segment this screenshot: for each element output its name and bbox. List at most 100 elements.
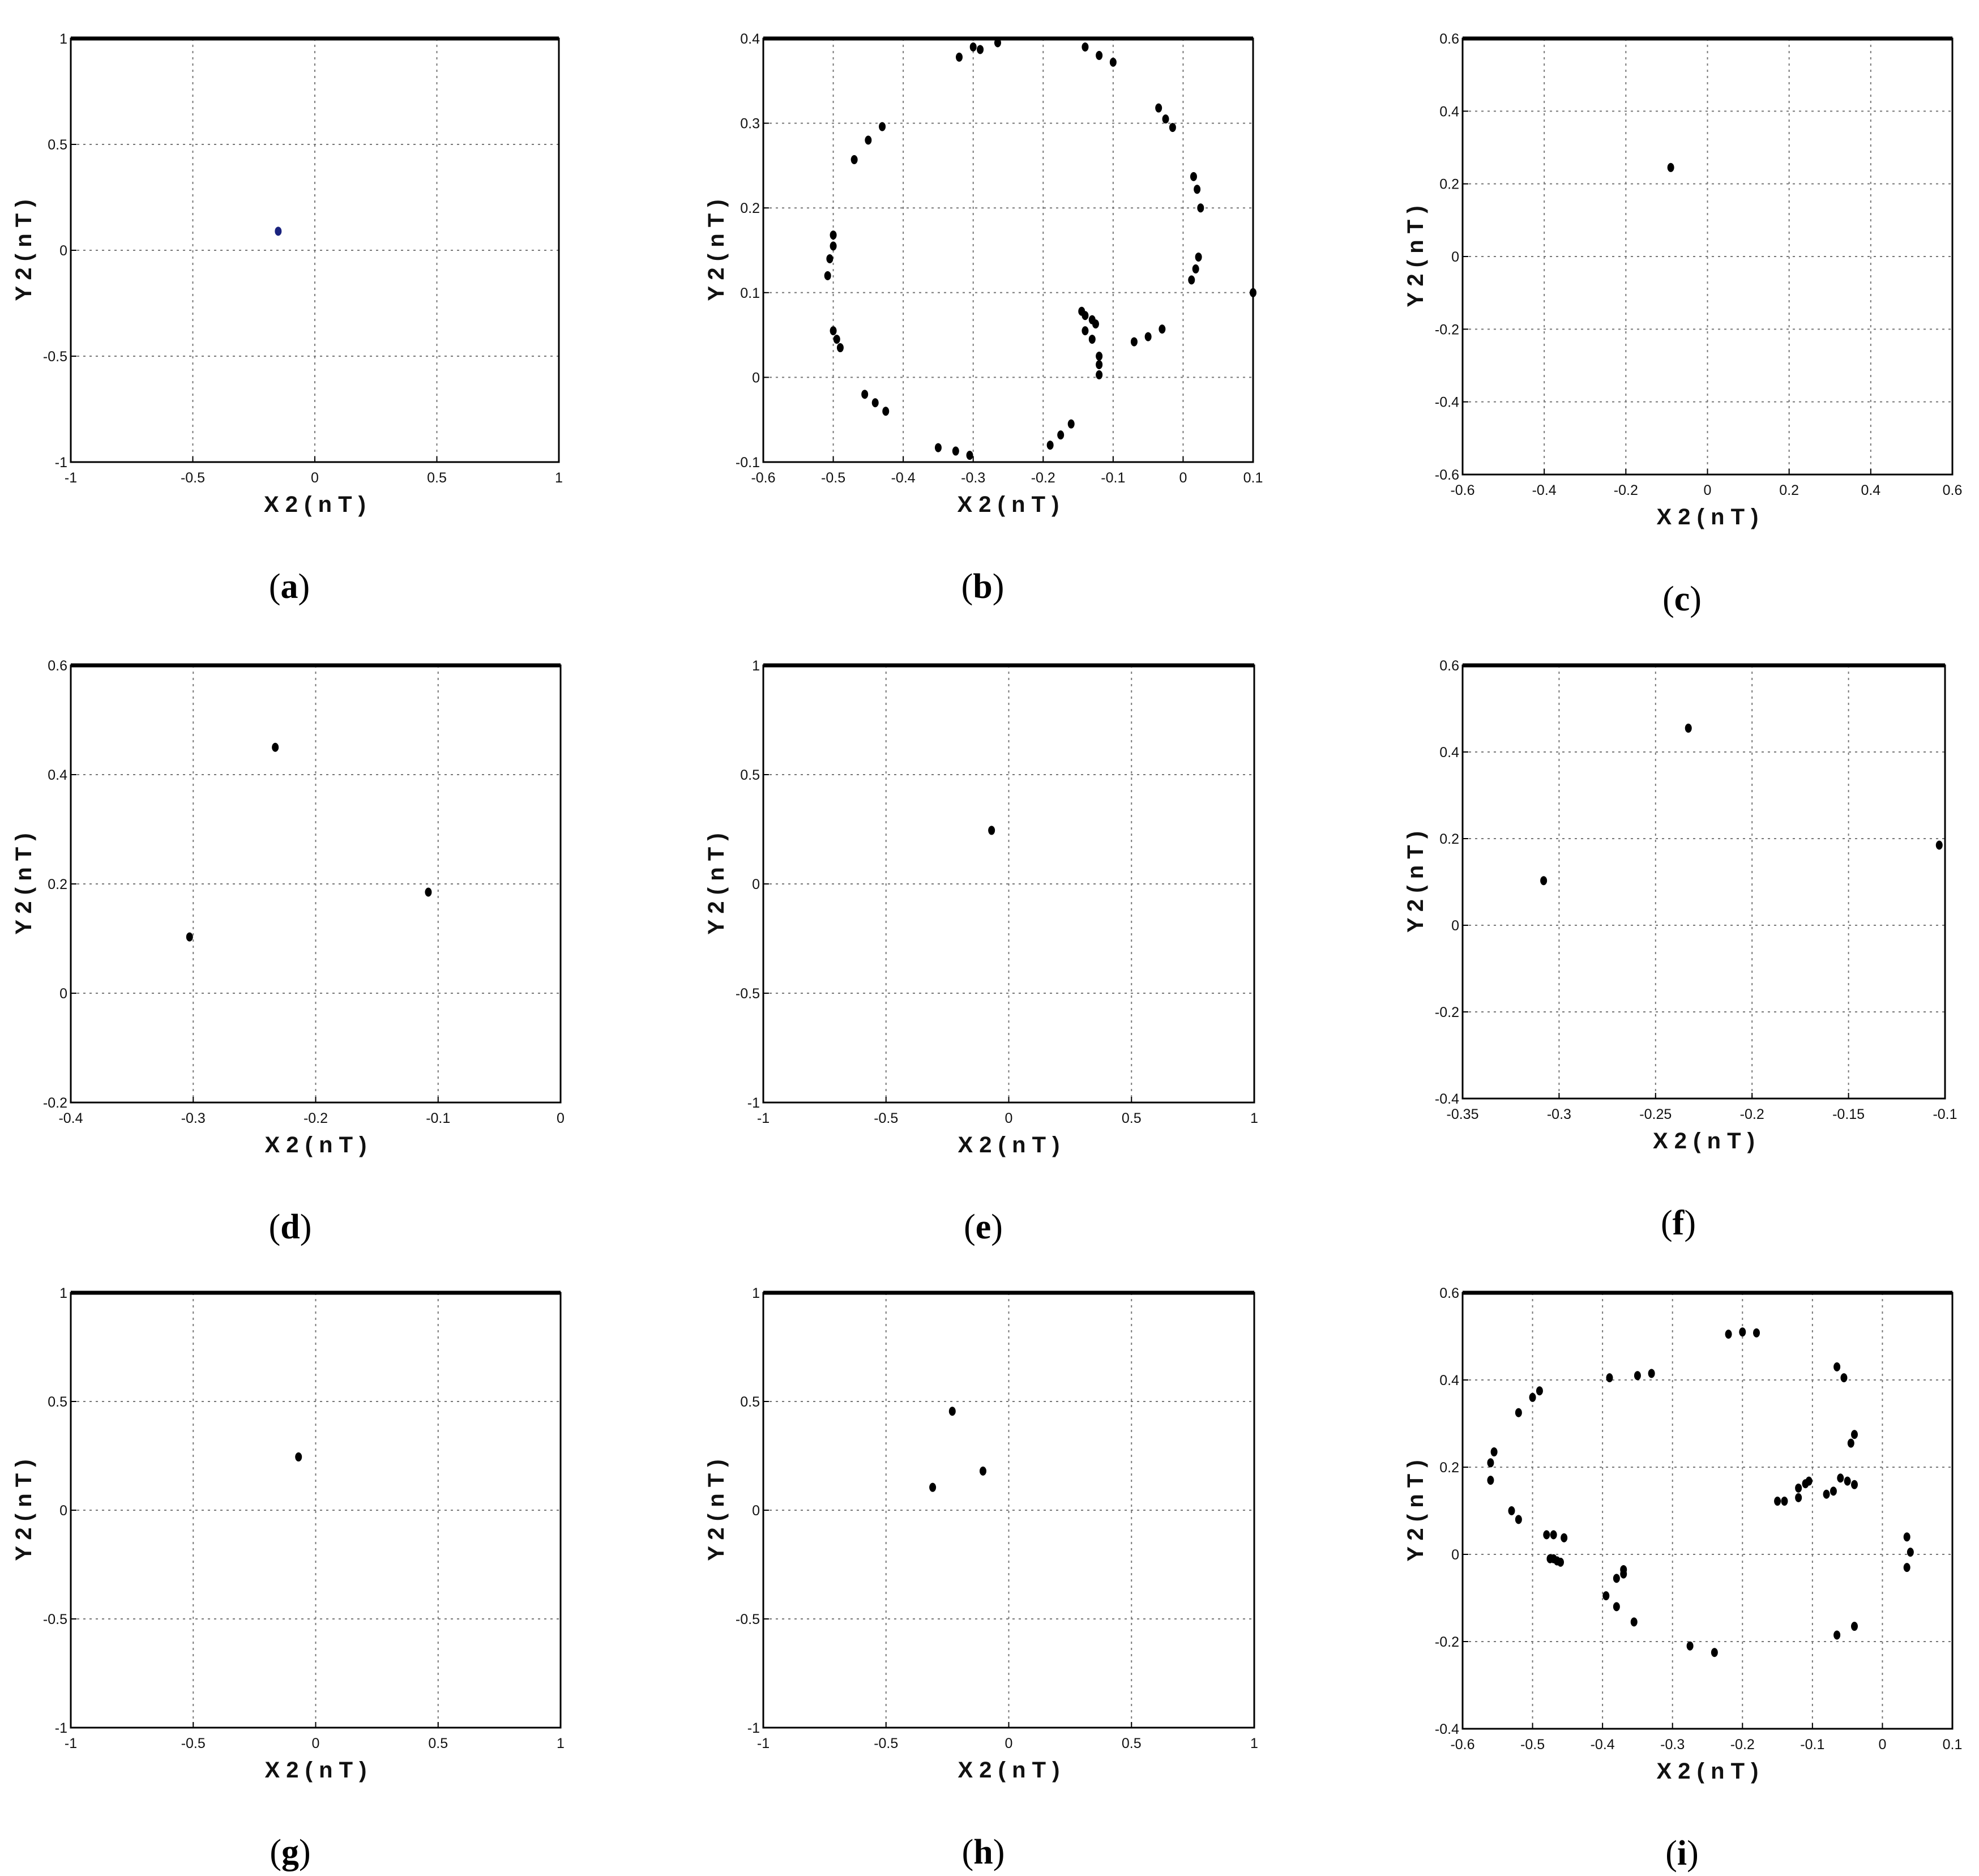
data-point [425,887,432,897]
x-tick-label: -0.2 [1031,470,1055,486]
x-tick-label: -0.5 [874,1736,898,1751]
y-tick-label: 0 [1451,918,1459,934]
x-tick-label: -0.6 [1450,482,1474,498]
data-point [850,155,858,164]
data-point [1159,324,1166,334]
x-axis-label: X 2 ( n T ) [958,492,1059,517]
y-tick-label: 0.2 [1439,831,1459,847]
x-tick-label: -1 [65,1736,77,1751]
x-tick-label: -0.2 [1614,482,1638,498]
data-point [969,42,977,52]
y-tick-label: 0.4 [48,767,67,783]
x-tick-label: -0.1 [1933,1106,1957,1122]
y-tick-label: 0.4 [740,31,760,47]
y-tick-label: -0.2 [1435,322,1459,337]
data-point [977,45,984,54]
subplot-caption: (i) [1665,1834,1699,1873]
x-tick-label: 0 [312,1736,320,1751]
x-tick-label: 1 [557,1736,565,1751]
subplot-a: -1 -0.5 0 0.5 1 -1 -0.5 0 0.5 1 X 2 ( n T ) Y 2 ( n… [11,31,563,606]
data-point [830,326,837,336]
y-axis-label: Y 2 ( n T ) [704,199,729,301]
y-tick-label: -0.4 [1435,395,1459,411]
x-tick-label: 0.5 [427,470,447,486]
data-point [1711,1648,1718,1657]
x-axis-label: X 2 ( n T ) [264,492,366,517]
subplot-i: -0.6 -0.5 -0.4 -0.3 -0.2 -0.1 0 0.1 -0.4 -0.2 0 0.2… [1403,1285,1962,1873]
y-tick-label: 0.2 [48,877,67,892]
data-point [272,742,279,752]
y-tick-label: -0.5 [736,986,760,1002]
x-tick-label: -0.1 [1101,470,1125,486]
data-point [988,826,995,835]
data-point [948,1407,956,1416]
data-point [836,343,844,353]
x-tick-label: 1 [1250,1110,1258,1126]
data-point [830,230,837,240]
y-tick-label: 0.5 [740,1394,760,1410]
x-tick-label: 0 [1179,470,1187,486]
data-point [1667,163,1674,172]
y-tick-label: -1 [55,1720,67,1736]
y-tick-label: 0 [1451,1547,1459,1563]
y-tick-label: -0.5 [43,1612,67,1627]
data-point [952,446,959,456]
y-tick-label: 1 [59,1285,67,1301]
data-point [1515,1515,1522,1524]
data-point [1725,1330,1732,1339]
x-tick-label: 0 [1005,1110,1013,1126]
y-tick-label: 0 [1451,249,1459,265]
data-point [1795,1483,1802,1493]
x-tick-label: -0.4 [58,1110,83,1126]
y-axis-label: Y 2 ( n T ) [11,199,36,301]
x-tick-label: -0.3 [1547,1106,1571,1122]
y-tick-label: 0.3 [740,116,760,132]
data-point [1620,1569,1627,1579]
data-point [1194,185,1201,194]
y-tick-label: -0.5 [736,1612,760,1627]
y-tick-label: 0 [752,1503,760,1519]
data-point [1540,876,1548,886]
data-point [1550,1530,1557,1540]
x-tick-label: 0.5 [428,1736,448,1751]
data-point [833,335,840,344]
x-tick-label: 0.5 [1122,1110,1142,1126]
data-point [871,398,879,408]
data-point [1109,57,1117,67]
x-tick-label: -0.5 [821,470,845,486]
data-point [1192,264,1199,274]
data-point [1169,123,1176,133]
x-tick-label: 0.4 [1861,482,1880,498]
data-point [1144,332,1152,341]
x-tick-label: 0.1 [1243,470,1263,486]
data-point [1195,252,1202,262]
x-tick-label: -0.4 [1532,482,1557,498]
subplot-caption: (c) [1662,580,1702,618]
y-tick-label: 0.1 [740,285,760,301]
x-tick-label: 0 [1704,482,1712,498]
subplot-g: -1 -0.5 0 0.5 1 -1 -0.5 0 0.5 1 X 2 ( n T ) Y 2 ( n… [11,1285,565,1871]
x-axis-label: X 2 ( n T ) [958,1133,1060,1157]
data-point [1508,1506,1515,1515]
x-tick-label: 0 [311,470,319,486]
y-tick-label: 0.2 [1439,177,1459,193]
data-point [1155,103,1162,113]
subplot-caption: (d) [269,1208,312,1246]
data-point [1130,337,1138,347]
data-point [1851,1622,1858,1631]
data-point [1739,1327,1746,1337]
y-axis-label: Y 2 ( n T ) [1403,206,1428,307]
y-tick-label: -1 [747,1095,760,1111]
y-tick-label: 0 [59,243,67,259]
plot-frame [1461,664,1946,1100]
x-tick-label: -0.2 [304,1110,328,1126]
y-tick-label: 0.4 [1439,745,1459,760]
y-tick-label: -0.2 [43,1095,67,1111]
y-axis-label: Y 2 ( n T ) [11,1459,36,1561]
data-point [1847,1438,1854,1448]
x-tick-label: -1 [757,1110,770,1126]
y-tick-label: 1 [752,658,760,674]
data-point [1561,1533,1568,1542]
x-tick-label: -0.2 [1730,1737,1755,1753]
x-tick-label: -0.3 [181,1110,206,1126]
